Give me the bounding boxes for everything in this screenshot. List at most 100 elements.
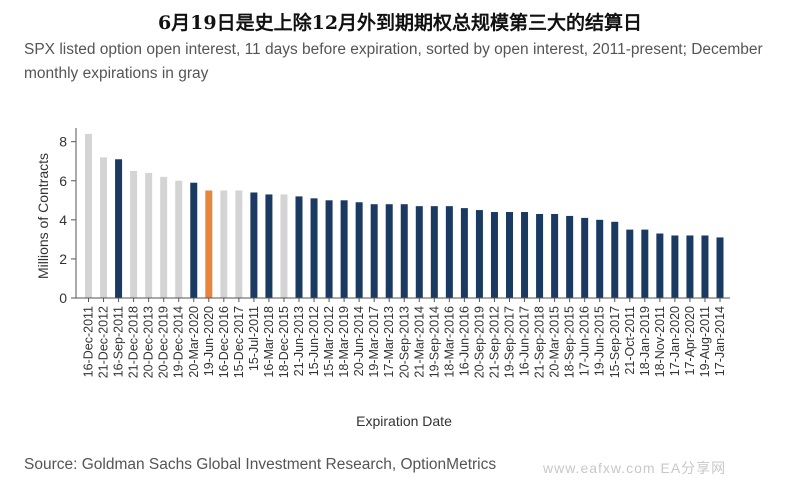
bar-21-Sep-2012 [490, 212, 498, 298]
x-tick-label: 16-Jun-2016 [457, 306, 471, 376]
x-tick-label: 20-Sep-2019 [472, 306, 486, 378]
bar-19-Dec-2014 [175, 180, 183, 298]
y-tick-label: 0 [59, 290, 67, 306]
x-tick-label: 15-Mar-2012 [322, 306, 336, 378]
bar-17-Apr-2020 [686, 235, 694, 298]
bar-19-Sep-2017 [506, 212, 513, 298]
x-tick-label: 18-Jan-2019 [638, 306, 652, 376]
x-tick-label: 21-Sep-2018 [533, 306, 547, 378]
x-tick-label: 19-Sep-2014 [427, 306, 441, 378]
x-tick-label: 21-Oct-2011 [623, 306, 637, 375]
bar-17-Jun-2016 [581, 217, 589, 298]
bar-18-Nov-2011 [656, 233, 664, 298]
bar-21-Oct-2011 [626, 229, 634, 298]
x-tick-label: 21-Dec-2018 [127, 306, 141, 378]
x-tick-label: 15-Dec-2017 [232, 306, 246, 378]
x-tick-label: 21-Mar-2014 [412, 306, 426, 378]
bar-20-Dec-2019 [160, 176, 168, 298]
x-tick-label: 16-Dec-2016 [217, 306, 231, 378]
x-tick-label: 16-Mar-2018 [262, 306, 276, 378]
bar-19-Jun-2015 [596, 219, 604, 298]
bar-20-Dec-2013 [145, 172, 153, 298]
bar-19-Sep-2014 [430, 206, 438, 298]
x-tick-label: 17-Mar-2013 [382, 306, 396, 378]
bar-17-Mar-2013 [385, 204, 393, 298]
x-tick-label: 21-Dec-2012 [97, 306, 111, 378]
bar-19-Aug-2011 [701, 235, 709, 298]
y-tick-label: 6 [59, 173, 67, 189]
x-tick-label: 19-Jun-2020 [202, 306, 216, 376]
bar-16-Sep-2011 [115, 159, 123, 298]
chart-subtitle: SPX listed option open interest, 11 days… [24, 41, 763, 82]
x-tick-label: 20-Dec-2013 [142, 306, 156, 378]
x-tick-label: 21-Sep-2012 [487, 306, 501, 378]
bar-15-Mar-2012 [325, 200, 333, 298]
x-tick-label: 20-Mar-2020 [187, 306, 201, 378]
x-tick-label: 16-Sep-2011 [112, 306, 126, 377]
x-tick-label: 19-Mar-2017 [367, 306, 381, 378]
bar-15-Sep-2017 [611, 221, 619, 298]
x-tick-label: 21-Jun-2013 [292, 306, 306, 376]
x-tick-label: 19-Jun-2015 [593, 306, 607, 376]
x-tick-label: 17-Jun-2016 [578, 306, 592, 376]
bar-16-Mar-2018 [265, 194, 273, 298]
x-tick-label: 18-Mar-2016 [442, 306, 456, 378]
bar-21-Dec-2012 [100, 157, 108, 298]
bar-16-Jun-2016 [460, 208, 468, 298]
bar-21-Mar-2014 [415, 206, 423, 298]
bar-20-Jun-2014 [355, 202, 363, 298]
x-tick-label: 18-Dec-2015 [277, 306, 291, 378]
x-tick-label: 18-Mar-2019 [337, 306, 351, 378]
x-axis: 16-Dec-2011 21-Dec-2012 16-Sep-2011 21-Dec-… [76, 297, 730, 378]
bar-19-Jun-2020 [205, 190, 213, 298]
x-tick-label: 20-Sep-2013 [397, 306, 411, 378]
bar-21-Sep-2018 [536, 213, 544, 298]
x-tick-label: 19-Sep-2017 [503, 306, 517, 378]
x-tick-label: 19-Aug-2011 [698, 306, 712, 377]
watermark: www.eafxw.com EA分享网 [543, 460, 727, 476]
y-tick-label: 4 [59, 212, 67, 228]
bar-16-Dec-2011 [85, 133, 92, 298]
bar-18-Jan-2019 [641, 229, 649, 298]
bar-21-Jun-2013 [295, 196, 303, 298]
x-tick-label: 17-Apr-2020 [683, 306, 697, 376]
y-axis: 0 2 4 6 8 [59, 128, 77, 306]
bar-20-Mar-2020 [190, 182, 198, 298]
bar-20-Sep-2013 [400, 204, 408, 298]
x-tick-label: 15-Jul-2011 [247, 306, 261, 371]
bar-15-Jun-2012 [310, 198, 318, 298]
bar-20-Sep-2019 [475, 210, 483, 298]
x-tick-label: 20-Mar-2015 [548, 306, 562, 378]
x-tick-label: 17-Jan-2014 [713, 306, 727, 376]
x-tick-label: 16-Dec-2011 [82, 306, 96, 377]
bar-19-Mar-2017 [370, 204, 378, 298]
y-axis-label: Millions of Contracts [35, 153, 51, 279]
x-tick-label: 18-Nov-2011 [653, 306, 667, 377]
x-tick-label: 20-Dec-2019 [157, 306, 171, 378]
source-note: Source: Goldman Sachs Global Investment … [24, 456, 497, 473]
bars [85, 133, 724, 298]
bar-18-Dec-2015 [280, 194, 288, 298]
bar-17-Jan-2014 [716, 237, 724, 298]
x-axis-label: Expiration Date [356, 413, 452, 429]
bar-18-Sep-2015 [566, 215, 574, 298]
x-tick-label: 16-Jun-2017 [518, 306, 532, 376]
y-tick-label: 8 [59, 134, 67, 150]
bar-18-Mar-2019 [340, 200, 348, 298]
bar-17-Jan-2020 [671, 235, 679, 298]
x-tick-label: 17-Jan-2020 [668, 306, 682, 376]
x-tick-label: 20-Jun-2014 [352, 306, 366, 376]
y-tick-label: 2 [59, 251, 67, 267]
x-tick-label: 18-Sep-2015 [563, 306, 577, 378]
bar-20-Mar-2015 [551, 213, 559, 298]
bar-15-Dec-2017 [235, 190, 243, 298]
x-tick-label: 15-Sep-2017 [608, 306, 622, 378]
bar-16-Dec-2016 [220, 190, 228, 298]
chart-title: 6月19日是史上除12月外到期期权总规模第三大的结算日 [157, 12, 643, 34]
x-tick-label: 15-Jun-2012 [307, 306, 321, 376]
bar-15-Jul-2011 [250, 192, 258, 298]
bar-16-Jun-2017 [521, 212, 529, 298]
bar-21-Dec-2018 [130, 170, 138, 298]
bar-18-Mar-2016 [445, 206, 453, 298]
